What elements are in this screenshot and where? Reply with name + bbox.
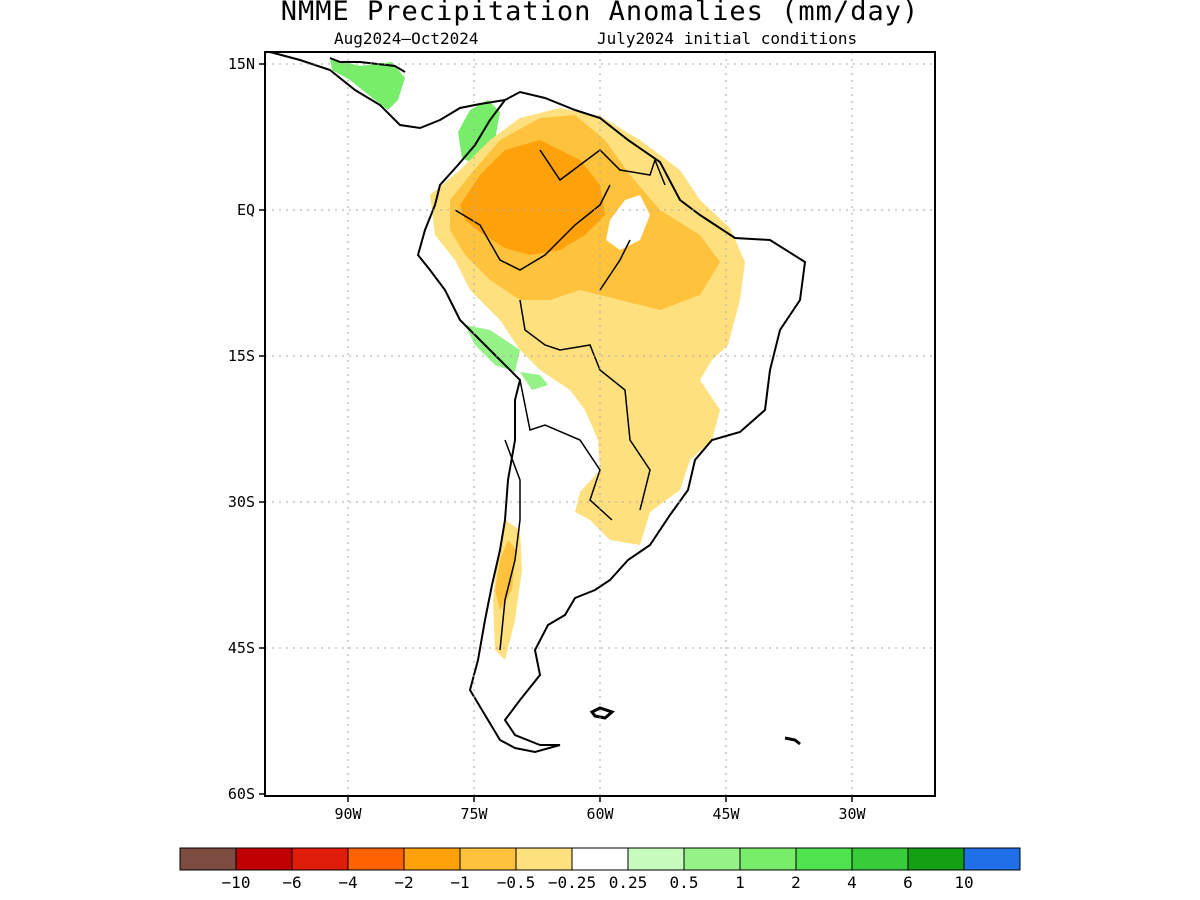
colorbar-tick-label: −6 (282, 873, 301, 892)
colorbar-tick-label: 0.5 (670, 873, 699, 892)
colorbar-swatch (627, 847, 685, 871)
lon-label-90w: 90W (334, 805, 362, 823)
colorbar-swatch (459, 847, 517, 871)
colorbar-swatch (235, 847, 293, 871)
colorbar-tick-label: 4 (847, 873, 857, 892)
lon-label-60w: 60W (586, 805, 614, 823)
colorbar-tick-label: −1 (450, 873, 469, 892)
central-america-coastline (269, 51, 506, 130)
colorbar: −10 −6 −4 −2 −1 −0.5 −0.25 0.25 0.5 1 2 4 6 10 (179, 847, 1021, 892)
lat-label-eq: EQ (237, 201, 255, 219)
lat-label-60s: 60S (228, 785, 255, 803)
colorbar-swatch (683, 847, 741, 871)
central-america-north-coast (329, 57, 406, 73)
colorbar-tick-label: −0.25 (548, 873, 596, 892)
andes-wet-anomaly (465, 325, 520, 372)
falkland-islands (589, 706, 615, 720)
colorbar-tick-label: 6 (903, 873, 913, 892)
colorbar-tick-label: 10 (954, 873, 973, 892)
colorbar-swatch (291, 847, 349, 871)
colorbar-swatch (963, 847, 1021, 871)
country-borders (454, 149, 666, 651)
longitude-labels: 90W 75W 60W 45W 30W (334, 805, 866, 823)
central-america-wet-anomaly (330, 58, 405, 110)
colorbar-swatch (851, 847, 909, 871)
south-georgia (784, 736, 801, 746)
colorbar-tick-label: 0.25 (609, 873, 648, 892)
anomaly-shading (330, 58, 745, 660)
lon-label-30w: 30W (838, 805, 866, 823)
andes-wet-anomaly-2 (520, 372, 548, 390)
lat-label-15s: 15S (228, 347, 255, 365)
colorbar-tick-label: −2 (394, 873, 413, 892)
colorbar-swatch (347, 847, 405, 871)
map-title: NMME Precipitation Anomalies (mm/day) (280, 0, 920, 27)
colombia-wet-anomaly (458, 100, 500, 166)
chile-dry-anomaly-medium (495, 540, 516, 610)
colorbar-swatch (515, 847, 573, 871)
amazon-dry-anomaly-strong (460, 140, 605, 255)
lat-label-45s: 45S (228, 639, 255, 657)
colorbar-swatch (739, 847, 797, 871)
initial-conditions: July2024 initial conditions (597, 29, 858, 48)
colorbar-swatch (907, 847, 965, 871)
colorbar-tick-label: 1 (735, 873, 745, 892)
colorbar-tick-label: 2 (791, 873, 801, 892)
colorbar-tick-label: −4 (338, 873, 357, 892)
colorbar-swatch (403, 847, 461, 871)
gridlines (265, 52, 935, 796)
colorbar-swatch (179, 847, 237, 871)
lon-label-75w: 75W (460, 805, 488, 823)
coastlines (269, 51, 807, 754)
lat-label-15n: 15N (228, 55, 255, 73)
colorbar-tick-label: −0.5 (497, 873, 536, 892)
lon-label-45w: 45W (712, 805, 740, 823)
forecast-period: Aug2024–Oct2024 (334, 29, 479, 48)
amazon-neutral-patch (606, 195, 650, 250)
lat-label-30s: 30S (228, 493, 255, 511)
axis-ticks (259, 63, 853, 802)
latitude-labels: 15N EQ 15S 30S 45S 60S (228, 55, 255, 803)
colorbar-tick-label: −10 (222, 873, 251, 892)
colorbar-swatch (795, 847, 853, 871)
south-america-coastline (416, 90, 807, 754)
colorbar-swatch (571, 847, 629, 871)
